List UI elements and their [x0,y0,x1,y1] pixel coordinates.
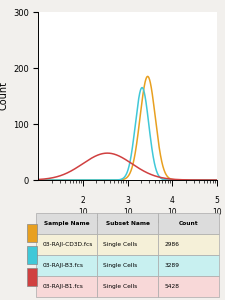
Bar [26,268,37,286]
Text: 10: 10 [167,208,176,217]
Text: 10: 10 [211,208,221,217]
Text: 10: 10 [122,208,132,217]
Text: 3: 3 [125,196,130,205]
Text: 5: 5 [214,196,218,205]
Text: 2: 2 [80,196,85,205]
Bar [26,224,37,242]
Text: 4: 4 [169,196,174,205]
Y-axis label: Count: Count [0,82,9,110]
Text: FL1-A :: FITC-A: FL1-A :: FITC-A [92,217,162,227]
Text: 10: 10 [78,208,88,217]
Bar [26,246,37,264]
